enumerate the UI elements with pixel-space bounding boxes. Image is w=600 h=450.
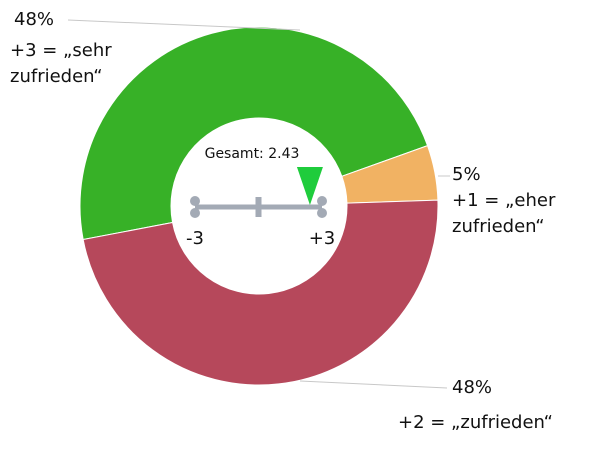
gauge-tick-label: +3 xyxy=(309,228,336,249)
gauge-end xyxy=(317,196,327,206)
gauge-tick-label: -3 xyxy=(186,228,204,249)
gauge-end xyxy=(317,208,327,218)
leader-line xyxy=(67,19,301,31)
category-label: +1 = „eher zufrieden“ xyxy=(452,190,556,237)
value-label: 48% xyxy=(14,9,55,30)
leader-line xyxy=(299,380,448,389)
gauge-label: Gesamt: 2.43 xyxy=(205,146,300,162)
gauge-marker xyxy=(296,167,323,205)
gauge-end xyxy=(190,196,200,206)
gauge-end xyxy=(190,208,200,218)
value-label: 5% xyxy=(452,164,481,185)
donut-slice xyxy=(79,26,429,241)
gauge-mid-tick xyxy=(255,197,262,217)
category-label: +2 = „zufrieden“ xyxy=(398,412,553,433)
category-label: +3 = „sehr zufrieden“ xyxy=(10,40,112,87)
donut-slice xyxy=(82,199,439,386)
value-label: 48% xyxy=(452,377,493,398)
